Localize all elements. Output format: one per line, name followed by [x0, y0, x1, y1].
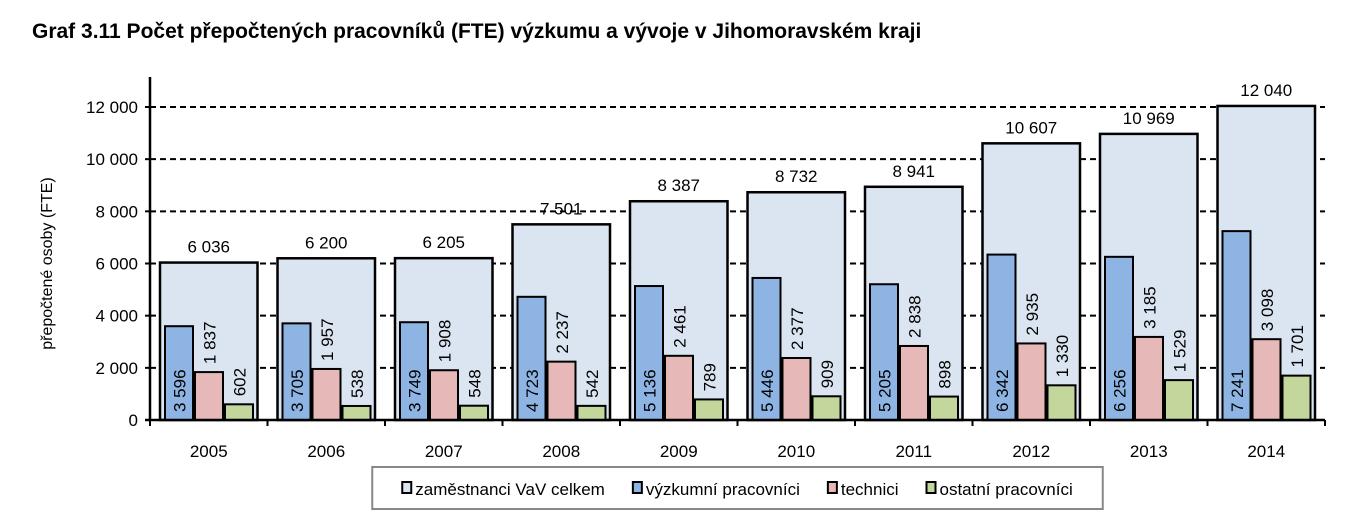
- data-label-other: 1 529: [1171, 330, 1190, 373]
- legend-swatch: [401, 481, 413, 494]
- data-label-technicians: 1 908: [436, 320, 455, 363]
- data-label-total: 12 040: [1240, 81, 1292, 100]
- bar-research: [1104, 255, 1134, 421]
- legend-swatch: [631, 481, 643, 494]
- data-label-other: 542: [583, 369, 602, 397]
- data-label-research: 5 205: [876, 369, 895, 412]
- legend-label: technici: [841, 480, 899, 499]
- data-label-technicians: 1 957: [318, 318, 337, 361]
- data-label-total: 8 941: [892, 162, 935, 181]
- legend: [371, 466, 1104, 510]
- y-axis-label: přepočtené osoby (FTE): [39, 177, 56, 350]
- data-label-total: 6 200: [305, 233, 348, 252]
- bar-technicians: [194, 371, 224, 422]
- bar-technicians: [664, 354, 694, 422]
- bar-research: [986, 253, 1017, 421]
- x-tick-label: 2008: [542, 442, 580, 461]
- data-label-technicians: 3 185: [1141, 286, 1160, 329]
- data-label-research: 4 723: [523, 369, 542, 412]
- data-label-other: 909: [818, 360, 837, 388]
- x-tick-label: 2010: [777, 442, 815, 461]
- data-label-technicians: 2 935: [1023, 293, 1042, 336]
- bar-other: [459, 404, 489, 421]
- x-tick-label: 2013: [1130, 442, 1168, 461]
- bar-other: [694, 398, 724, 422]
- chart-title: Graf 3.11 Počet přepočtených pracovníků …: [32, 20, 922, 43]
- x-tick-label: 2007: [425, 442, 463, 461]
- bar-other: [929, 395, 959, 422]
- bar-other: [341, 404, 372, 421]
- bar-technicians: [546, 360, 577, 421]
- bar-technicians: [899, 344, 929, 421]
- bar-research: [634, 285, 664, 422]
- x-tick-label: 2011: [895, 442, 932, 461]
- data-label-research: 3 705: [288, 369, 307, 412]
- data-label-technicians: 1 837: [201, 322, 220, 365]
- data-label-total: 10 969: [1123, 109, 1175, 128]
- bar-technicians: [429, 369, 459, 421]
- x-tick-label: 2005: [190, 442, 228, 461]
- bar-other: [576, 404, 607, 421]
- bar-technicians: [1251, 338, 1282, 422]
- y-tick-label: 12 000: [86, 98, 138, 117]
- legend-swatch: [826, 481, 838, 494]
- data-label-technicians: 2 838: [906, 295, 925, 338]
- data-label-total: 6 036: [187, 238, 230, 257]
- data-label-research: 5 446: [758, 369, 777, 412]
- data-label-research: 6 256: [1111, 369, 1130, 412]
- data-label-other: 898: [936, 360, 955, 388]
- data-label-other: 602: [231, 368, 250, 396]
- bar-other: [1164, 379, 1194, 422]
- data-label-research: 3 749: [406, 369, 425, 412]
- bar-research: [751, 276, 782, 421]
- data-label-total: 8 387: [657, 176, 700, 195]
- data-label-total: 7 501: [540, 199, 583, 218]
- bar-research: [399, 321, 429, 422]
- data-label-technicians: 3 098: [1258, 289, 1277, 332]
- data-label-total: 10 607: [1005, 118, 1057, 137]
- data-label-technicians: 2 461: [671, 305, 690, 348]
- data-label-technicians: 2 237: [553, 311, 572, 354]
- x-tick-label: 2009: [660, 442, 698, 461]
- legend-label: výzkumní pracovníci: [646, 480, 800, 499]
- y-tick-label: 4 000: [95, 307, 138, 326]
- y-tick-label: 6 000: [95, 255, 138, 274]
- bar-technicians: [311, 367, 342, 422]
- legend-label: zaměstnanci VaV celkem: [415, 480, 605, 499]
- data-label-total: 8 732: [775, 167, 818, 186]
- data-label-research: 6 342: [993, 369, 1012, 412]
- data-label-other: 1 330: [1053, 335, 1072, 378]
- x-tick-label: 2012: [1012, 442, 1050, 461]
- data-label-research: 7 241: [1228, 369, 1247, 412]
- bar-other: [1281, 374, 1312, 422]
- data-label-technicians: 2 377: [788, 307, 807, 350]
- data-label-other: 548: [466, 369, 485, 397]
- bar-research: [164, 325, 194, 422]
- data-label-research: 3 596: [171, 369, 190, 412]
- y-tick-label: 2 000: [95, 359, 138, 378]
- legend-swatch: [925, 481, 937, 494]
- x-tick-label: 2006: [307, 442, 345, 461]
- x-tick-label: 2014: [1247, 442, 1285, 461]
- y-tick-label: 10 000: [86, 150, 138, 169]
- data-label-other: 1 701: [1288, 325, 1307, 368]
- bar-technicians: [781, 356, 812, 421]
- data-label-research: 5 136: [641, 369, 660, 412]
- data-label-other: 789: [701, 363, 720, 391]
- data-label-other: 538: [348, 370, 367, 398]
- bar-technicians: [1134, 335, 1164, 422]
- y-tick-label: 8 000: [95, 202, 138, 221]
- bar-research: [516, 295, 547, 421]
- y-tick-label: 0: [129, 411, 138, 430]
- bar-other: [224, 403, 254, 421]
- legend-label: ostatní pracovníci: [940, 480, 1073, 499]
- bar-other: [1046, 384, 1077, 422]
- bar-technicians: [1016, 342, 1047, 421]
- bar-other: [811, 395, 842, 422]
- data-label-total: 6 205: [422, 233, 465, 252]
- bar-research: [1221, 230, 1252, 421]
